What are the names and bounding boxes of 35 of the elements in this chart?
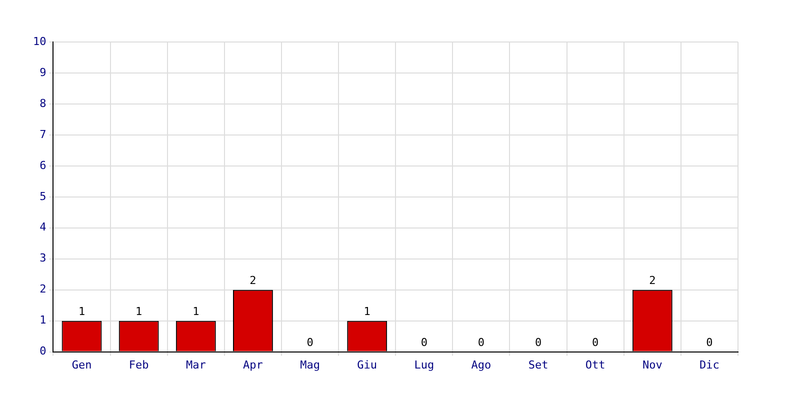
x-tick-label: Gen [72, 358, 92, 372]
y-tick-label: 1 [40, 314, 46, 327]
x-tick-label: Mag [300, 358, 320, 372]
y-tick-label: 2 [40, 282, 46, 296]
data-label: 1 [364, 305, 370, 318]
y-tick-label: 6 [40, 158, 46, 172]
data-label: 2 [250, 274, 256, 288]
data-label: 0 [592, 336, 599, 350]
data-label: 0 [420, 336, 428, 350]
y-tick-label: 7 [40, 128, 46, 141]
data-label: 0 [706, 336, 713, 350]
x-tick-label: Dic [700, 358, 720, 372]
y-tick-label: 5 [40, 190, 46, 203]
x-tick-label: Set [528, 358, 548, 372]
x-tick-label: Ott [585, 358, 606, 372]
x-tick-label: Apr [243, 358, 264, 372]
data-label: 0 [534, 336, 542, 350]
data-label: 1 [192, 305, 200, 318]
x-tick-label: Nov [642, 358, 663, 372]
x-tick-label: Feb [128, 358, 149, 372]
y-tick-label: 8 [40, 96, 46, 110]
data-label: 0 [306, 336, 314, 350]
y-tick-label: 0 [40, 344, 46, 358]
data-label: 0 [478, 336, 485, 350]
y-tick-label: 10 [32, 34, 46, 48]
y-tick-label: 4 [40, 220, 47, 234]
data-label: 1 [78, 305, 86, 318]
y-tick-label: 3 [40, 252, 46, 265]
data-label: 2 [649, 274, 656, 288]
data-label: 1 [136, 305, 142, 318]
y-tick-label: 9 [40, 66, 46, 79]
x-tick-label: Giu [357, 358, 378, 372]
x-tick-label: Lug [414, 358, 434, 372]
x-tick-label: Mar [186, 358, 206, 372]
x-tick-label: Ago [471, 358, 492, 372]
